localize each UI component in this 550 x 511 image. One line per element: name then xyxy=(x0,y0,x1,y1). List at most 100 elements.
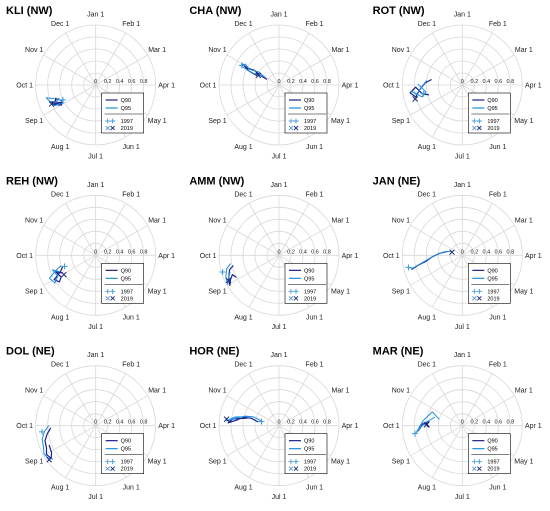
month-label: Jun 1 xyxy=(306,485,323,492)
grid-spoke xyxy=(43,395,96,427)
legend-1997-marker xyxy=(288,459,294,465)
month-label: May 1 xyxy=(148,118,167,125)
month-label: Feb 1 xyxy=(489,362,507,369)
legend-q90-label: Q90 xyxy=(304,268,314,274)
legend-2019-label: 2019 xyxy=(487,467,499,473)
radial-tick-label: 0.2 xyxy=(104,79,112,85)
legend-q95-label: Q95 xyxy=(487,276,497,282)
end-marker xyxy=(223,416,230,422)
grid-spoke xyxy=(65,425,97,478)
legend-1997-label: 1997 xyxy=(487,289,499,295)
series-line xyxy=(408,250,452,269)
month-label: Sep 1 xyxy=(392,288,410,295)
month-label: Sep 1 xyxy=(208,118,226,125)
month-label: Apr 1 xyxy=(525,253,542,260)
month-label: Apr 1 xyxy=(158,423,175,430)
grid-spoke xyxy=(43,425,96,457)
grid-spoke xyxy=(462,54,515,86)
legend-1997-marker xyxy=(476,118,482,124)
month-label: Jun 1 xyxy=(489,144,506,151)
month-label: Apr 1 xyxy=(525,423,542,430)
grid-spoke xyxy=(43,84,96,116)
legend-2019-marker xyxy=(477,125,482,131)
month-label: Jun 1 xyxy=(489,314,506,321)
radial-tick-label: 0.2 xyxy=(287,249,295,255)
polar-panel: MAR (NE) Jan 1 Feb 1 Mar 1 Apr 1 May 1 Jun 1 Ju… xyxy=(373,346,542,502)
month-label: Sep 1 xyxy=(208,459,226,466)
grid-spoke xyxy=(410,84,463,116)
month-label: Oct 1 xyxy=(383,253,400,260)
month-label: Jul 1 xyxy=(272,324,287,331)
grid-spoke xyxy=(95,373,127,426)
grid-spoke xyxy=(226,254,280,286)
panel-title: AMM (NW) xyxy=(189,175,244,187)
grid-spoke xyxy=(431,425,463,478)
grid-spoke xyxy=(43,224,96,256)
month-label: Jun 1 xyxy=(123,144,140,151)
month-label: Jan 1 xyxy=(454,12,471,19)
legend-q95-label: Q95 xyxy=(121,447,131,453)
month-label: Mar 1 xyxy=(515,388,533,395)
legend-2019-label: 2019 xyxy=(121,467,133,473)
month-label: Feb 1 xyxy=(122,362,140,369)
month-label: Apr 1 xyxy=(342,253,359,260)
month-label: Mar 1 xyxy=(515,217,533,224)
radial-tick-label: 0.2 xyxy=(471,79,479,85)
panel-title: CHA (NW) xyxy=(189,5,241,17)
legend-2019-marker xyxy=(293,125,299,131)
radial-tick-label: 0.4 xyxy=(116,420,124,426)
legend-q90-label: Q90 xyxy=(121,439,131,445)
grid-spoke xyxy=(278,203,310,256)
radial-tick-label: 0.8 xyxy=(323,420,331,426)
legend-q95-label: Q95 xyxy=(487,106,497,112)
legend-1997-marker xyxy=(476,459,482,465)
radial-tick-label: 0 xyxy=(461,420,464,426)
panel-title: HOR (NE) xyxy=(189,346,239,358)
month-label: Dec 1 xyxy=(51,191,69,198)
month-label: Jul 1 xyxy=(455,324,470,331)
legend-1997-marker xyxy=(110,459,116,465)
month-label: Sep 1 xyxy=(25,118,43,125)
month-label: May 1 xyxy=(514,459,533,466)
series-line xyxy=(53,266,64,283)
start-marker xyxy=(412,430,419,437)
legend-q90-label: Q90 xyxy=(121,268,131,274)
series-line xyxy=(44,427,53,459)
month-label: Jan 1 xyxy=(454,182,471,189)
radial-tick-label: 0.4 xyxy=(483,420,491,426)
radial-tick-label: 0 xyxy=(461,249,464,255)
radial-tick-label: 0.4 xyxy=(483,249,491,255)
month-label: May 1 xyxy=(331,118,350,125)
radial-tick-label: 0.8 xyxy=(323,249,331,255)
polar-panel: CHA (NW) Jan 1 Feb 1 Mar 1 Apr 1 May 1 Jun 1 Ju… xyxy=(189,5,358,161)
radial-tick-label: 0 xyxy=(94,249,97,255)
month-label: Jan 1 xyxy=(87,182,104,189)
radial-tick-label: 0.8 xyxy=(323,79,331,85)
radial-tick-label: 0.8 xyxy=(140,420,148,426)
month-label: Sep 1 xyxy=(392,459,410,466)
start-marker xyxy=(420,90,427,97)
legend-2019-marker xyxy=(472,125,477,131)
grid-spoke xyxy=(278,395,332,427)
radial-tick-label: 0.6 xyxy=(495,79,503,85)
month-label: Dec 1 xyxy=(418,21,436,28)
legend-q90-label: Q90 xyxy=(487,268,497,274)
grid-spoke xyxy=(226,84,280,116)
end-marker xyxy=(423,422,430,428)
radial-tick-label: 0.6 xyxy=(128,420,136,426)
legend-2019-label: 2019 xyxy=(304,467,316,473)
radial-tick-label: 0 xyxy=(277,249,280,255)
start-marker xyxy=(258,418,265,425)
month-label: Jun 1 xyxy=(306,314,323,321)
radial-tick-label: 0.6 xyxy=(128,79,136,85)
series-line xyxy=(50,97,64,106)
month-label: Oct 1 xyxy=(16,253,33,260)
month-label: Aug 1 xyxy=(234,144,252,151)
series-line xyxy=(228,265,237,286)
month-label: Jul 1 xyxy=(272,494,287,501)
month-label: Jan 1 xyxy=(87,352,104,359)
month-label: Dec 1 xyxy=(51,21,69,28)
